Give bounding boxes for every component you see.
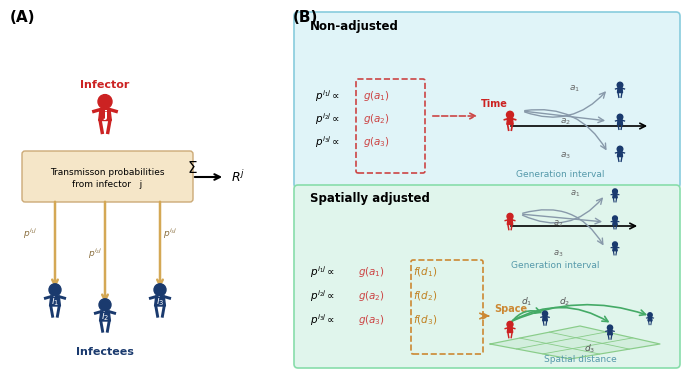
Circle shape — [154, 284, 166, 296]
Polygon shape — [507, 118, 513, 124]
Circle shape — [98, 95, 112, 108]
Circle shape — [49, 284, 61, 296]
Text: $a_1$: $a_1$ — [569, 84, 580, 94]
Text: Generation interval: Generation interval — [516, 169, 604, 178]
Polygon shape — [608, 330, 612, 335]
Text: $d_2$: $d_2$ — [560, 296, 571, 308]
Circle shape — [506, 111, 514, 118]
Text: $g(a_2)$: $g(a_2)$ — [358, 289, 385, 303]
Text: $g(a_2)$: $g(a_2)$ — [363, 112, 390, 126]
Text: Spatially adjusted: Spatially adjusted — [310, 192, 430, 205]
Text: $a_1$: $a_1$ — [570, 189, 580, 199]
Polygon shape — [613, 194, 617, 198]
Polygon shape — [49, 296, 60, 306]
Text: Infector: Infector — [80, 80, 129, 90]
Polygon shape — [613, 221, 617, 225]
Text: Transmisson probabilities: Transmisson probabilities — [50, 168, 165, 177]
Circle shape — [608, 325, 612, 330]
Polygon shape — [617, 152, 623, 157]
Text: $p^{i_1 j} \propto $: $p^{i_1 j} \propto $ — [315, 88, 340, 104]
Polygon shape — [617, 88, 623, 93]
Text: $p^{i_2 j} \propto $: $p^{i_2 j} \propto $ — [315, 111, 340, 127]
Text: $i_1$: $i_1$ — [51, 294, 59, 308]
Text: (A): (A) — [10, 10, 36, 25]
Text: $\Sigma$: $\Sigma$ — [187, 160, 197, 176]
Text: $d_1$: $d_1$ — [521, 296, 533, 308]
Text: $g(a_3)$: $g(a_3)$ — [358, 313, 385, 327]
Text: $a_3$: $a_3$ — [560, 151, 571, 161]
FancyBboxPatch shape — [22, 151, 193, 202]
Text: $p^{i_2 j} \propto $: $p^{i_2 j} \propto $ — [310, 288, 335, 304]
Text: $p^{i_3 j}$: $p^{i_3 j}$ — [162, 227, 177, 241]
Text: Generation interval: Generation interval — [511, 261, 599, 270]
FancyBboxPatch shape — [294, 12, 680, 188]
Text: $f(d_1)$: $f(d_1)$ — [413, 265, 437, 279]
Text: $a_3$: $a_3$ — [553, 249, 563, 259]
Text: Infectees: Infectees — [76, 347, 134, 357]
Text: Time: Time — [481, 99, 508, 109]
Text: $f(d_2)$: $f(d_2)$ — [413, 289, 437, 303]
Text: $i_3$: $i_3$ — [155, 294, 164, 308]
Circle shape — [612, 242, 617, 247]
Text: Space: Space — [494, 304, 527, 314]
Circle shape — [612, 189, 617, 194]
Text: j: j — [103, 110, 107, 120]
Circle shape — [617, 114, 623, 120]
Circle shape — [507, 321, 513, 327]
Text: $g(a_1)$: $g(a_1)$ — [363, 89, 390, 103]
Text: from infector   j: from infector j — [73, 180, 142, 189]
Polygon shape — [617, 120, 623, 125]
Circle shape — [99, 299, 111, 311]
Polygon shape — [99, 311, 110, 321]
Text: $p^{i_1 j} \propto $: $p^{i_1 j} \propto $ — [310, 264, 335, 280]
Polygon shape — [508, 220, 512, 224]
Text: $R^j$: $R^j$ — [231, 169, 245, 185]
Text: $g(a_3)$: $g(a_3)$ — [363, 135, 390, 149]
Text: $p^{i_1 j}$: $p^{i_1 j}$ — [23, 227, 37, 241]
Polygon shape — [648, 317, 652, 321]
Circle shape — [543, 311, 547, 316]
Circle shape — [617, 82, 623, 88]
Text: $p^{i_2 j}$: $p^{i_2 j}$ — [88, 247, 102, 261]
Polygon shape — [99, 108, 111, 120]
Text: $p^{i_3 j} \propto $: $p^{i_3 j} \propto $ — [310, 312, 335, 328]
Circle shape — [507, 214, 513, 220]
Polygon shape — [155, 296, 165, 306]
Circle shape — [648, 313, 652, 317]
Text: $i_2$: $i_2$ — [101, 309, 109, 323]
Circle shape — [617, 146, 623, 152]
Polygon shape — [543, 316, 547, 321]
Polygon shape — [508, 327, 512, 332]
Text: Spatial distance: Spatial distance — [544, 356, 616, 365]
Text: $f(d_3)$: $f(d_3)$ — [413, 313, 437, 327]
Text: Non-adjusted: Non-adjusted — [310, 20, 399, 33]
Text: $g(a_1)$: $g(a_1)$ — [358, 265, 385, 279]
Text: $p^{i_3 j} \propto $: $p^{i_3 j} \propto $ — [315, 134, 340, 150]
Text: $a_2$: $a_2$ — [553, 219, 563, 229]
FancyBboxPatch shape — [294, 185, 680, 368]
Circle shape — [612, 216, 617, 221]
Text: (B): (B) — [293, 10, 319, 25]
Text: $a_2$: $a_2$ — [560, 117, 571, 127]
Polygon shape — [490, 326, 660, 359]
Polygon shape — [613, 247, 617, 251]
Text: $d_3$: $d_3$ — [584, 343, 595, 355]
